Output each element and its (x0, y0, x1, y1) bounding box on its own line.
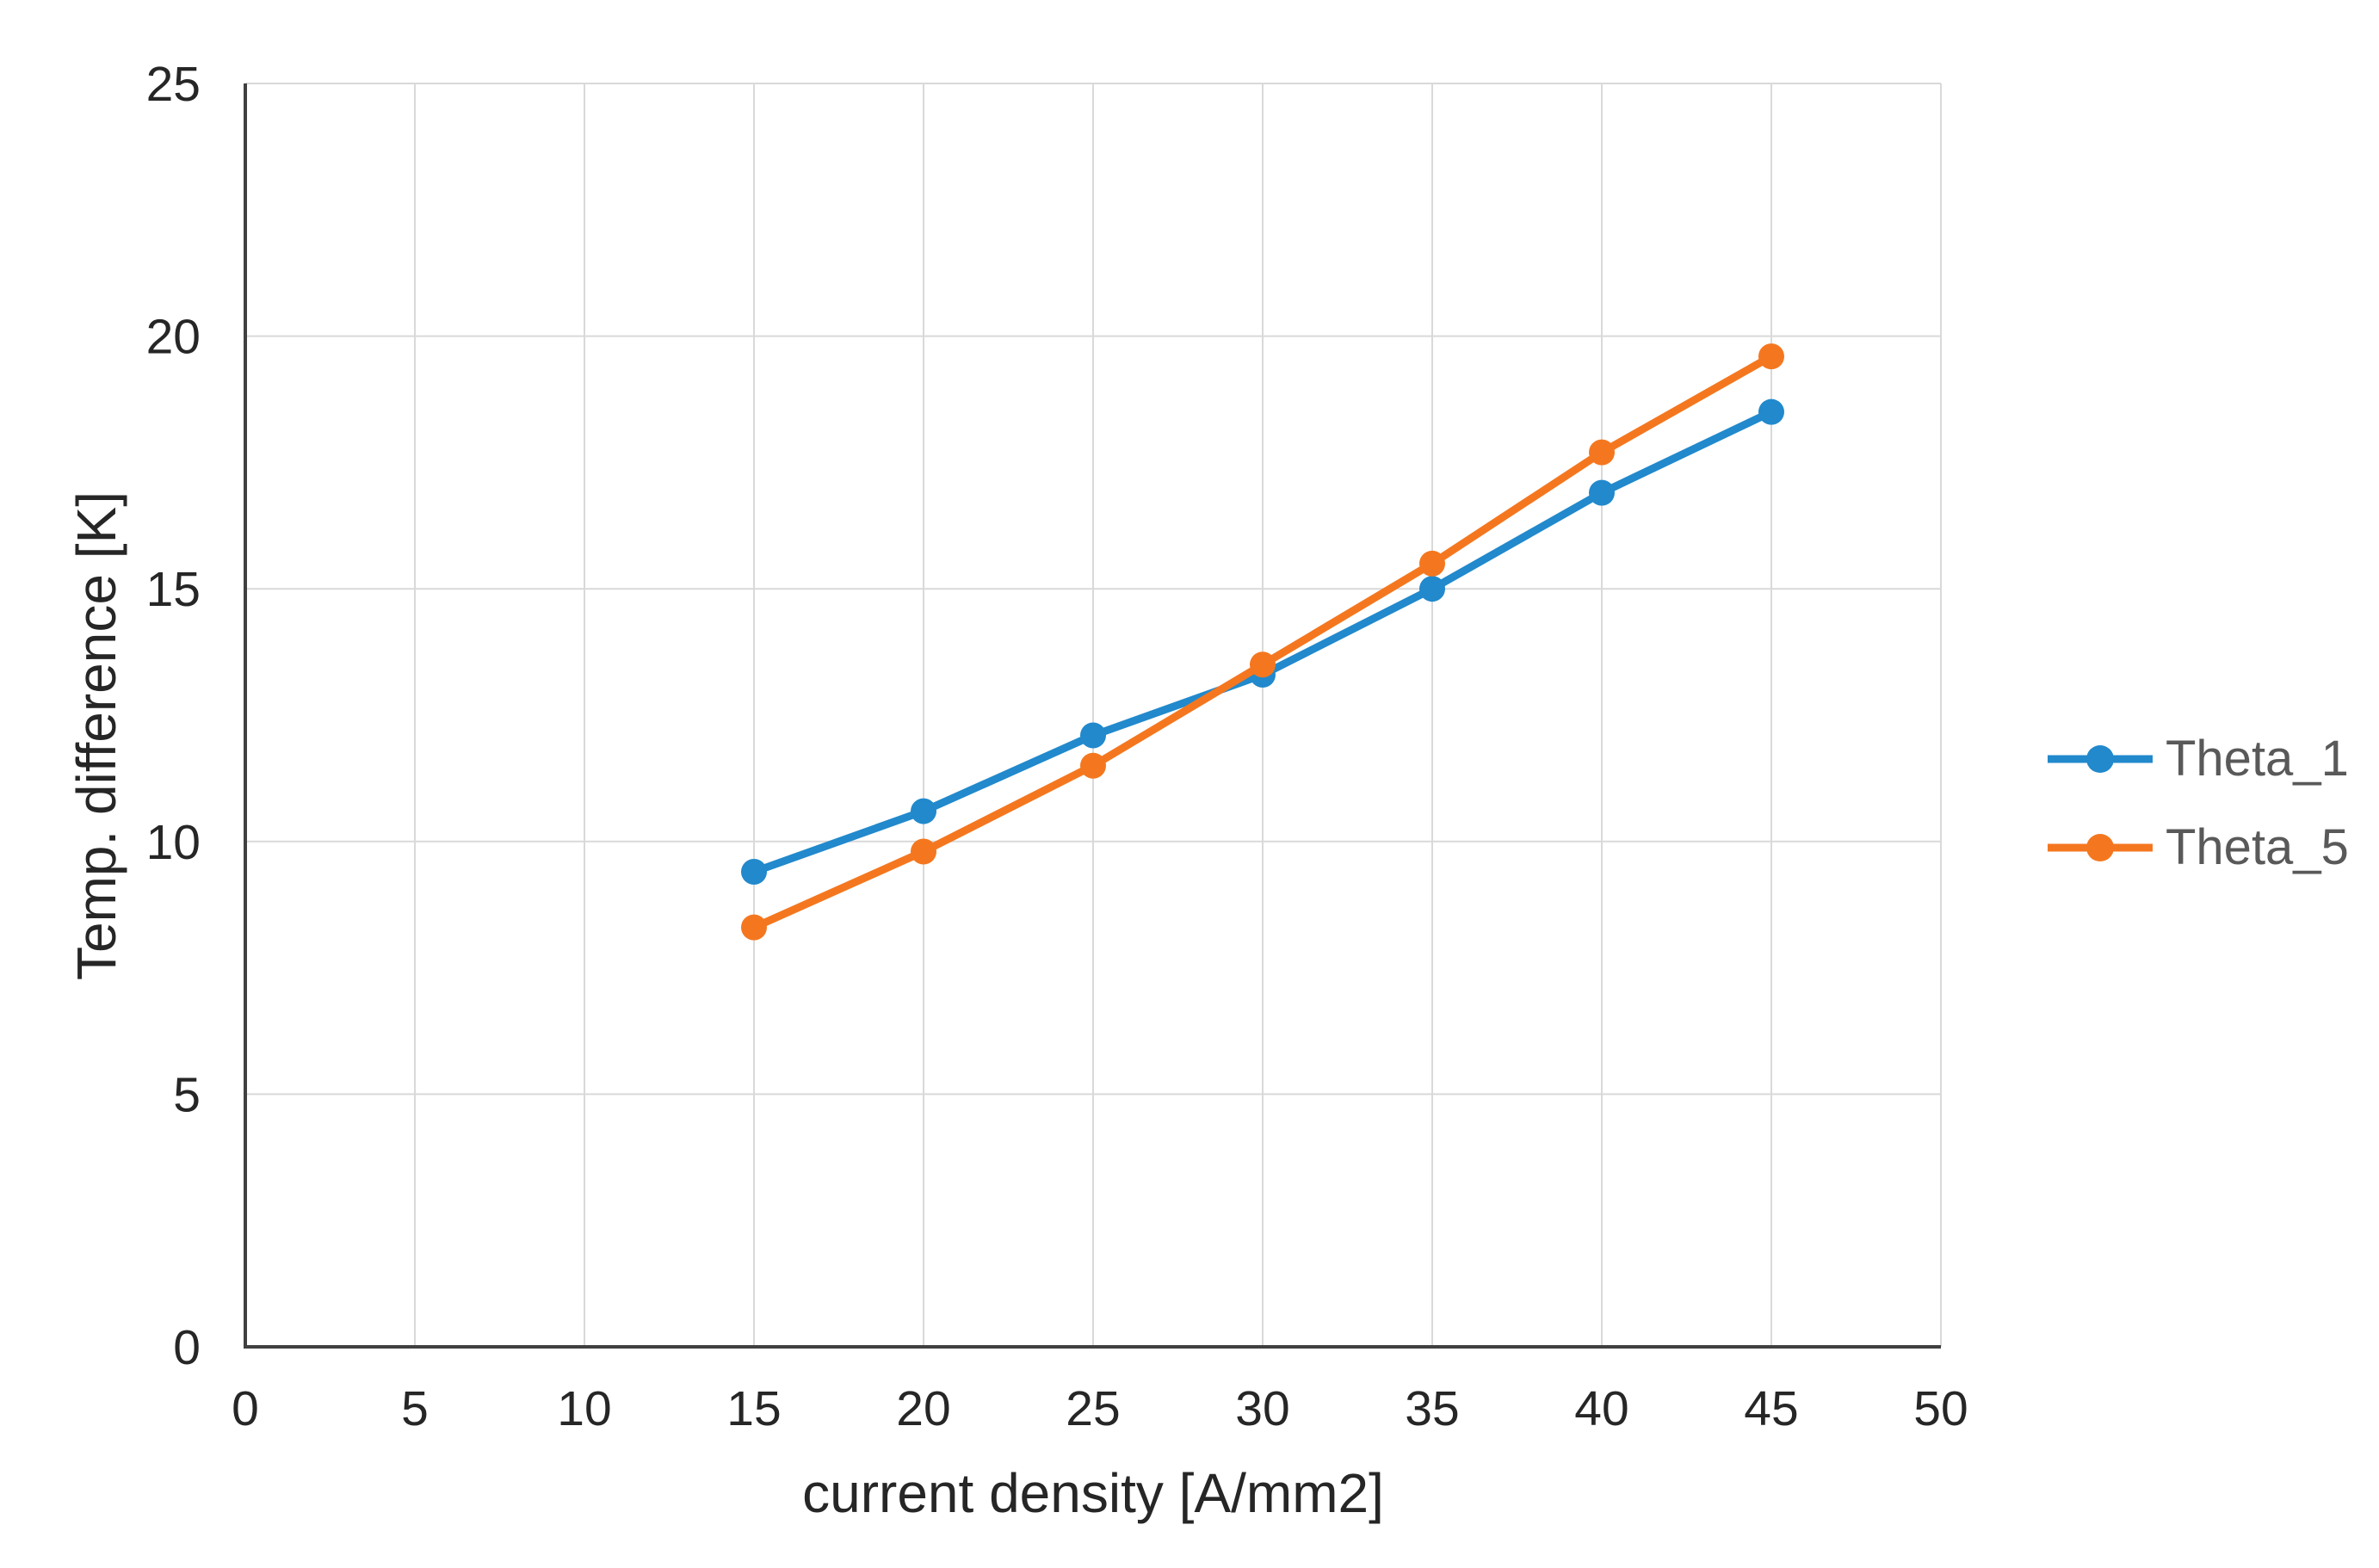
marker-Theta_5-x40 (1589, 439, 1615, 466)
marker-Theta_5-x45 (1758, 343, 1784, 370)
y-tick-label-20: 20 (146, 310, 201, 365)
x-tick-label-5: 5 (401, 1381, 429, 1436)
y-tick-label-5: 5 (173, 1067, 201, 1122)
marker-Theta_1-x20 (911, 798, 936, 824)
x-tick-label-25: 25 (1066, 1381, 1120, 1436)
x-tick-label-10: 10 (557, 1381, 611, 1436)
x-tick-label-0: 0 (232, 1381, 259, 1436)
legend-label-theta-5: Theta_5 (2166, 819, 2349, 875)
marker-Theta_1-x45 (1758, 398, 1784, 425)
marker-Theta_5-x15 (741, 914, 767, 941)
theta-5-line-marker-icon (2048, 834, 2153, 861)
x-tick-label-40: 40 (1574, 1381, 1628, 1436)
x-tick-label-15: 15 (726, 1381, 781, 1436)
x-tick-label-30: 30 (1235, 1381, 1289, 1436)
x-tick-label-35: 35 (1405, 1381, 1459, 1436)
y-tick-label-0: 0 (173, 1320, 201, 1375)
marker-Theta_1-x25 (1080, 722, 1106, 749)
y-tick-label-10: 10 (146, 815, 201, 870)
legend-item-theta-5: Theta_5 (2046, 822, 2349, 874)
marker-Theta_1-x35 (1419, 576, 1445, 602)
y-tick-label-15: 15 (146, 562, 201, 617)
marker-Theta_5-x20 (911, 838, 936, 865)
legend-item-theta-1: Theta_1 (2046, 733, 2349, 785)
x-tick-label-20: 20 (896, 1381, 950, 1436)
legend-label-theta-1: Theta_1 (2166, 731, 2349, 787)
y-axis-title: Temp. difference [K] (65, 491, 127, 980)
y-tick-label-25: 25 (146, 57, 201, 112)
marker-Theta_1-x15 (741, 859, 767, 886)
theta-1-line-marker-icon (2048, 745, 2153, 773)
marker-Theta_1-x40 (1589, 479, 1615, 506)
marker-Theta_5-x25 (1080, 752, 1106, 779)
x-tick-label-50: 50 (1913, 1381, 1968, 1436)
x-axis-title: current density [A/mm2] (802, 1462, 1384, 1524)
legend: Theta_1 Theta_5 (2046, 733, 2349, 874)
x-tick-label-45: 45 (1744, 1381, 1798, 1436)
marker-Theta_5-x30 (1250, 651, 1276, 678)
marker-Theta_5-x35 (1419, 550, 1445, 577)
